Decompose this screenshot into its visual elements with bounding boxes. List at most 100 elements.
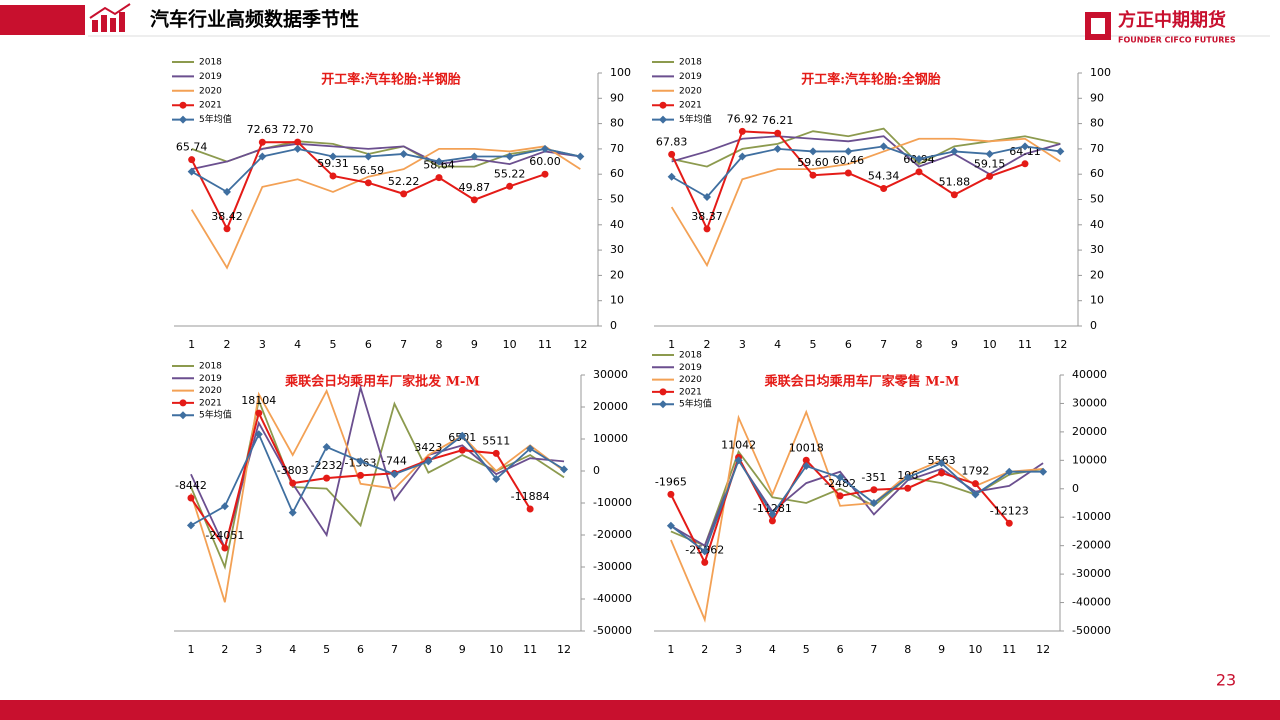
data-label: 18104 (241, 394, 276, 407)
data-point (323, 474, 331, 482)
legend-marker (659, 115, 667, 124)
data-point (435, 174, 443, 182)
x-tick-label: 6 (845, 338, 852, 351)
y-tick-label: 80 (1090, 117, 1104, 130)
legend-label: 2021 (679, 101, 702, 111)
data-point (329, 172, 337, 180)
data-point (470, 152, 479, 161)
data-point (1021, 160, 1029, 168)
data-point (458, 431, 467, 440)
data-point (526, 444, 535, 453)
x-tick-label: 4 (774, 338, 781, 351)
y-tick-label: -10000 (593, 496, 632, 509)
data-point (809, 147, 817, 156)
x-tick-label: 7 (870, 643, 877, 656)
x-tick-label: 11 (1018, 338, 1032, 351)
data-point (950, 191, 958, 199)
data-label: -24051 (205, 529, 244, 542)
data-point (950, 147, 959, 156)
data-point (701, 558, 709, 566)
x-tick-label: 12 (557, 643, 571, 656)
y-tick-label: 20 (610, 268, 624, 281)
x-tick-label: 9 (951, 338, 958, 351)
data-point (666, 521, 675, 530)
x-tick-label: 1 (187, 643, 194, 656)
data-point (223, 187, 231, 196)
y-tick-label: 30000 (593, 368, 628, 381)
legend-marker (659, 101, 667, 109)
data-label: -351 (861, 471, 886, 484)
data-label: 55.22 (494, 167, 526, 180)
data-point (734, 456, 743, 465)
x-tick-label: 3 (259, 338, 266, 351)
x-tick-label: 2 (701, 643, 708, 656)
x-tick-label: 3 (735, 643, 742, 656)
x-tick-label: 8 (916, 338, 923, 351)
data-point (364, 179, 372, 187)
legend-marker (659, 388, 667, 396)
y-tick-label: 50 (610, 193, 624, 206)
x-tick-label: 11 (1002, 643, 1016, 656)
data-point (1005, 467, 1014, 476)
data-label: 59.31 (317, 157, 349, 170)
series-line (670, 409, 1044, 623)
legend-label: 5年均值 (679, 398, 712, 410)
data-label: 1792 (961, 465, 989, 478)
legend-marker (179, 115, 187, 124)
data-point (187, 167, 196, 176)
x-tick-label: 6 (357, 643, 364, 656)
y-tick-label: 40000 (1072, 368, 1107, 381)
data-point (915, 168, 923, 176)
x-tick-label: 4 (294, 338, 301, 351)
y-tick-label: -20000 (593, 528, 632, 541)
legend-label: 2021 (199, 398, 222, 408)
x-tick-label: 8 (425, 643, 432, 656)
data-point (1039, 467, 1048, 476)
x-tick-label: 5 (803, 643, 810, 656)
data-point (399, 149, 408, 158)
footer-bar (0, 700, 1280, 720)
y-tick-label: 10 (1090, 294, 1104, 307)
data-point (985, 149, 994, 158)
legend-label: 5年均值 (679, 113, 712, 125)
y-tick-label: 60 (1090, 167, 1104, 180)
x-tick-label: 10 (983, 338, 997, 351)
data-point (329, 152, 337, 161)
data-point (870, 486, 878, 494)
x-tick-label: 3 (739, 338, 746, 351)
data-point (220, 502, 229, 511)
legend-marker (179, 399, 187, 407)
y-tick-label: -20000 (1072, 539, 1111, 552)
y-tick-label: -40000 (593, 592, 632, 605)
data-point (904, 484, 912, 492)
data-point (492, 475, 501, 483)
legend-label: 2019 (679, 72, 702, 82)
chart-title: 乘联会日均乘用车厂家批发 M-M (284, 374, 480, 390)
data-label: 38.37 (691, 210, 723, 223)
data-point (836, 492, 844, 500)
series-line (191, 142, 581, 171)
y-tick-label: 70 (610, 142, 624, 155)
data-label: 3423 (414, 441, 442, 454)
y-tick-label: -50000 (1072, 624, 1111, 637)
legend-label: 2019 (679, 363, 702, 373)
x-tick-label: 11 (538, 338, 552, 351)
data-point (458, 446, 466, 454)
y-tick-label: 40 (1090, 218, 1104, 231)
y-tick-label: -30000 (593, 560, 632, 573)
legend-marker (659, 400, 667, 409)
x-tick-label: 6 (365, 338, 372, 351)
data-point (836, 473, 845, 482)
data-point (700, 547, 709, 556)
data-point (1021, 142, 1029, 151)
data-label: 65.74 (176, 141, 208, 154)
x-tick-label: 2 (224, 338, 231, 351)
data-point (773, 144, 782, 153)
x-tick-label: 9 (938, 643, 945, 656)
x-tick-label: 5 (323, 643, 330, 656)
x-tick-label: 11 (523, 643, 537, 656)
series-line (191, 147, 581, 194)
y-tick-label: 0 (593, 464, 600, 477)
data-label: 59.60 (797, 156, 829, 169)
